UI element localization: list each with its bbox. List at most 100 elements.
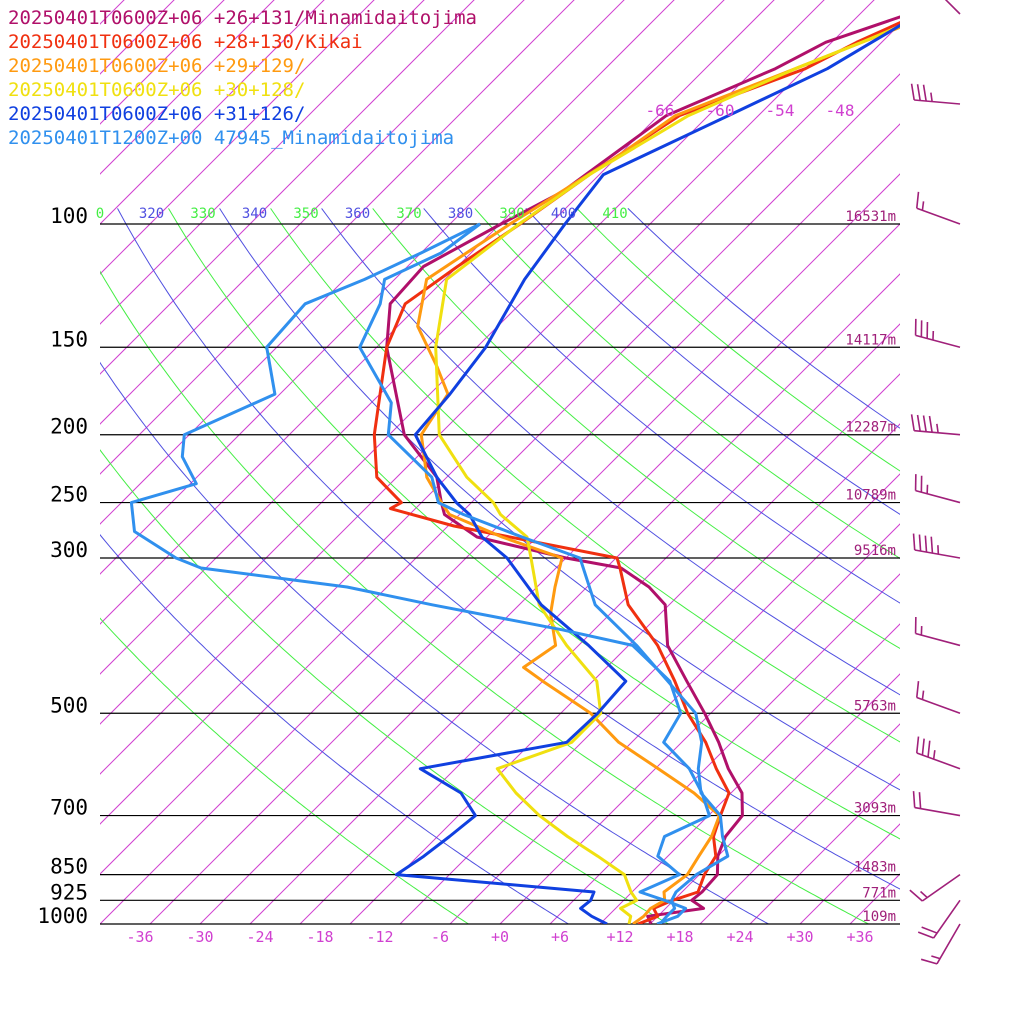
pressure-label: 100 (50, 204, 88, 228)
isotherm-line (899, 923, 900, 924)
sounding-profiles (129, 15, 900, 924)
axis-labels: 100 16531m 150 14117m 200 12287m 250 10789m 300 9… (37, 101, 896, 946)
wind-barb-staff (916, 752, 961, 770)
background-grid (100, 0, 1024, 924)
isotherm-line (100, 73, 900, 875)
isotherm-line (449, 473, 900, 924)
theta-label: 360 (345, 206, 370, 222)
dry-adiabat-line (100, 534, 570, 924)
wind-barb-feather (922, 84, 927, 102)
isotherm-line (100, 0, 325, 225)
isotherm-line (799, 823, 900, 924)
height-label: 109m (862, 909, 896, 925)
wind-barb-feather (920, 958, 938, 965)
wind-barb-staff (915, 334, 961, 349)
theta-label: 410 (602, 206, 627, 222)
wind-barb-feather (910, 414, 915, 431)
height-label: 10789m (845, 488, 896, 504)
theta-label: 350 (293, 206, 318, 222)
wind-barb-feather (909, 889, 923, 902)
isobar-lines (100, 223, 900, 925)
isotherm-line (100, 0, 775, 675)
pressure-label: 925 (50, 880, 88, 904)
wind-barb-feather (917, 931, 934, 939)
wind-barb-staff (915, 632, 961, 647)
isotherm-line (100, 0, 525, 425)
temperature-tick-label: -18 (306, 928, 333, 946)
dry-adiabat-line (100, 449, 670, 924)
wind-barb-staff (914, 429, 961, 436)
height-label: 1483m (854, 860, 896, 876)
dry-adiabat-line (372, 208, 900, 650)
wind-barb-half-feather (921, 690, 925, 700)
isotherm-line (100, 0, 375, 275)
wind-barb-feather (921, 738, 925, 756)
temperature-profile-line (385, 15, 900, 924)
pressure-label: 500 (50, 693, 88, 717)
wind-barb-feather (918, 534, 922, 552)
pressure-label: 850 (50, 855, 88, 879)
isotherm-line (1000, 0, 1024, 924)
temperature-tick-label: -6 (431, 928, 449, 946)
wind-barb-feather (924, 535, 928, 553)
wind-barb-feather (915, 191, 920, 209)
temperature-profile-line (416, 25, 900, 924)
dry-adiabat-line (219, 208, 900, 791)
height-label: 771m (862, 885, 896, 901)
isotherm-line (849, 873, 900, 924)
temperature-tick-label: -24 (246, 928, 273, 946)
isotherm-line (199, 223, 900, 924)
temperature-tick-label: +6 (551, 928, 569, 946)
height-label: 14117m (845, 332, 896, 348)
wind-barb-staff (936, 923, 961, 965)
upper-isotherm-label: -66 (646, 101, 675, 120)
wind-barb-feather (916, 84, 921, 101)
isotherm-line (100, 23, 900, 825)
temperature-tick-label: +24 (726, 928, 753, 946)
upper-isotherm-label: -60 (706, 101, 735, 120)
temperature-tick-label: -36 (126, 928, 153, 946)
legend-entry: 20250401T0600Z+06 +30+128/ (8, 79, 305, 101)
isotherm-line (100, 0, 825, 725)
wind-barb-half-feather (931, 955, 941, 960)
pressure-label: 1000 (37, 904, 88, 928)
legend: 20250401T0600Z+06 +26+131/Minamidaitojim… (8, 7, 477, 149)
pressure-label: 250 (50, 483, 88, 507)
isotherm-line (399, 423, 900, 924)
dry-adiabat-line (270, 208, 900, 743)
dry-adiabat-line (525, 208, 900, 515)
isotherm-line (100, 0, 425, 325)
height-label: 5763m (854, 698, 896, 714)
dry-adiabat-line (100, 270, 870, 924)
wind-barbs (909, 0, 961, 965)
isotherm-line (349, 373, 900, 924)
wind-barb-staff (914, 99, 961, 105)
legend-entry: 20250401T0600Z+06 +31+126/ (8, 103, 305, 125)
isotherm-line (649, 673, 900, 924)
wind-barb-half-feather (932, 750, 936, 760)
wind-barb-feather (915, 736, 920, 754)
wind-barb-feather (928, 415, 933, 433)
temperature-tick-label: -30 (186, 928, 213, 946)
wind-barb-staff (916, 207, 961, 225)
isotherm-line (100, 0, 575, 475)
height-label: 9516m (854, 543, 896, 559)
wind-barb-staff (914, 806, 961, 817)
temperature-profile-line (434, 24, 900, 924)
temperature-tick-label: -12 (366, 928, 393, 946)
dry-adiabat-line (474, 208, 900, 559)
wind-barb-feather (922, 415, 927, 432)
isotherm-line (100, 0, 275, 175)
temperature-tick-label: +18 (666, 928, 693, 946)
theta-label: 380 (448, 206, 473, 222)
isotherm-line (549, 573, 900, 924)
theta-label: 330 (190, 206, 215, 222)
wind-barb-staff (932, 899, 961, 939)
isotherm-line (249, 273, 900, 924)
wind-barb-feather (930, 536, 934, 554)
wind-barb-feather (916, 414, 921, 432)
dry-adiabat-line (168, 208, 900, 840)
wind-barb-half-feather (936, 423, 939, 433)
legend-entry: 20250401T1200Z+00 47945_Minamidaitojima (8, 127, 454, 149)
